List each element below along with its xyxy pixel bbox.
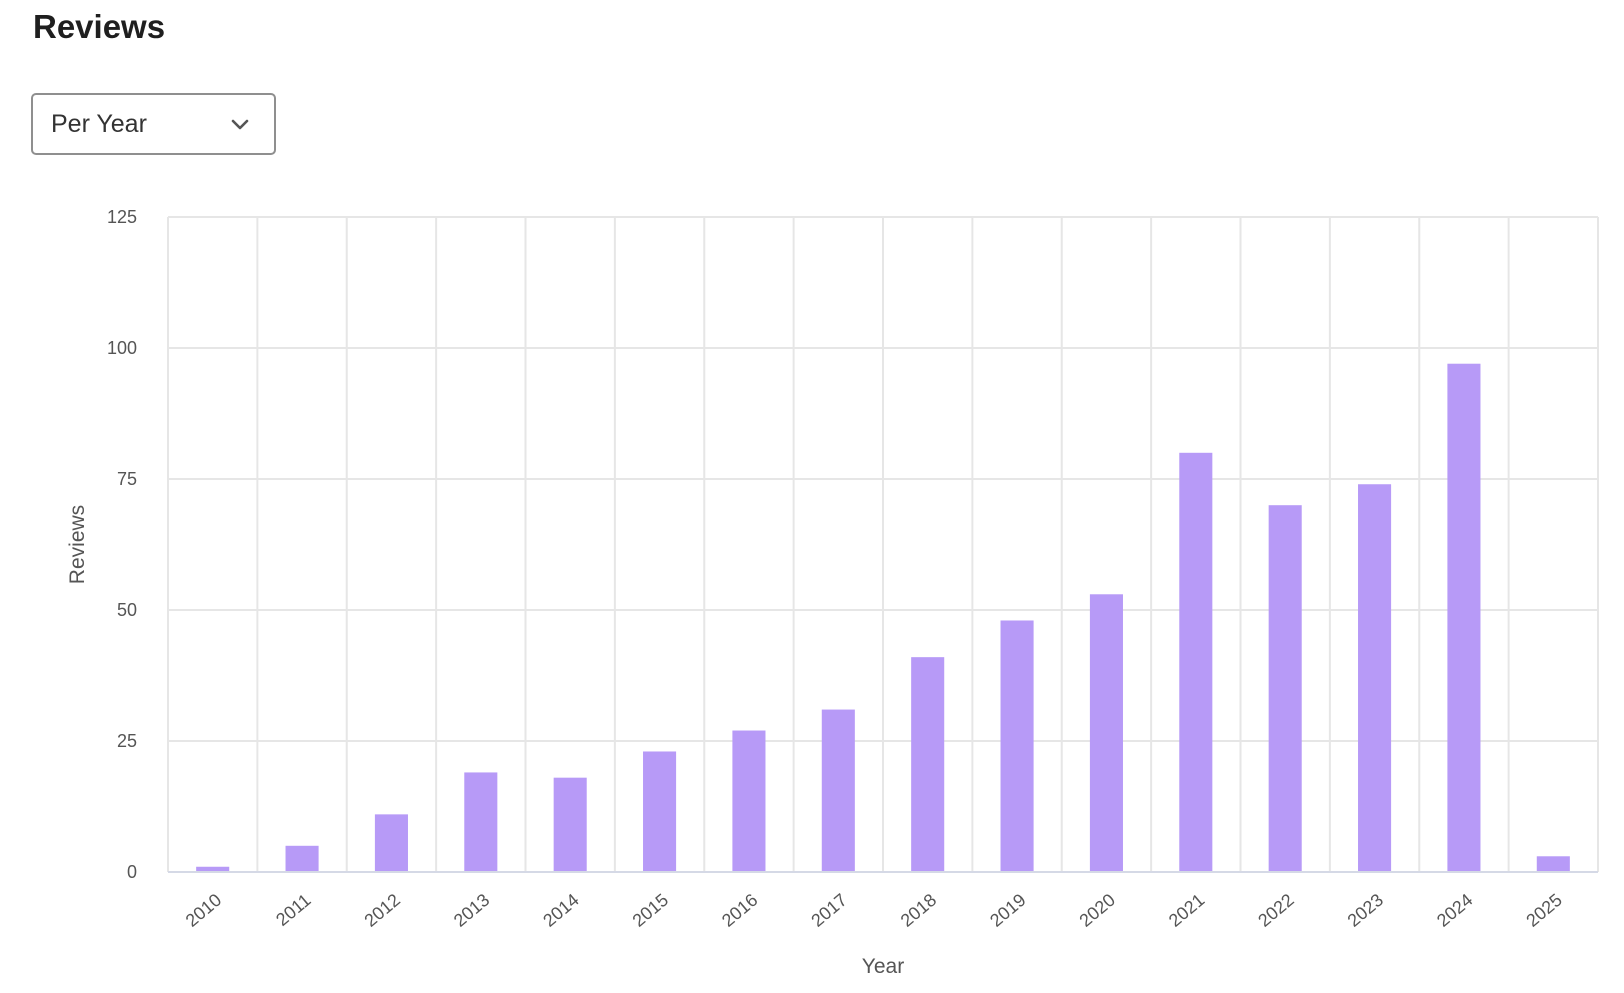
period-select[interactable]: Per Year xyxy=(31,93,276,155)
x-tick-label: 2019 xyxy=(986,890,1030,931)
bar-2015 xyxy=(643,751,677,872)
x-tick-label: 2025 xyxy=(1522,890,1566,931)
x-tick-label: 2018 xyxy=(897,890,941,931)
bar-2024 xyxy=(1447,363,1481,872)
x-tick-label: 2016 xyxy=(718,890,762,931)
bar-2014 xyxy=(553,777,587,872)
y-tick-label: 25 xyxy=(117,731,137,751)
y-tick-label: 50 xyxy=(117,600,137,620)
y-tick-label: 100 xyxy=(107,338,137,358)
bar-2022 xyxy=(1268,505,1302,872)
x-tick-label: 2022 xyxy=(1254,890,1298,931)
x-axis-label: Year xyxy=(862,955,904,978)
x-tick-label: 2013 xyxy=(450,890,494,931)
x-tick-label: 2010 xyxy=(182,890,226,931)
x-tick-label: 2017 xyxy=(807,890,851,931)
bar-2013 xyxy=(464,772,498,872)
x-tick-label: 2011 xyxy=(272,890,315,930)
bar-2011 xyxy=(285,845,319,872)
bar-2012 xyxy=(374,814,408,872)
bar-2016 xyxy=(732,730,766,872)
x-tick-label: 2014 xyxy=(539,890,583,931)
page-title: Reviews xyxy=(33,8,166,45)
bar-2019 xyxy=(1000,620,1034,872)
y-tick-label: 125 xyxy=(107,207,137,227)
period-select-value: Per Year xyxy=(51,109,147,138)
x-tick-label: 2024 xyxy=(1433,890,1477,931)
bar-2023 xyxy=(1358,484,1392,872)
y-tick-label: 75 xyxy=(117,469,137,489)
bar-2020 xyxy=(1089,594,1123,872)
bar-2018 xyxy=(911,657,945,872)
bar-2010 xyxy=(196,866,230,872)
bar-2021 xyxy=(1179,452,1213,872)
x-tick-label: 2012 xyxy=(360,890,404,931)
bar-2017 xyxy=(821,709,855,872)
x-tick-label: 2020 xyxy=(1075,890,1119,931)
y-tick-label: 0 xyxy=(127,862,137,882)
chevron-down-icon xyxy=(231,119,249,130)
x-tick-label: 2021 xyxy=(1165,890,1209,931)
x-tick-label: 2015 xyxy=(629,890,673,931)
y-axis-label: Reviews xyxy=(66,505,89,584)
bar-2025 xyxy=(1536,856,1570,872)
x-tick-label: 2023 xyxy=(1344,890,1388,931)
